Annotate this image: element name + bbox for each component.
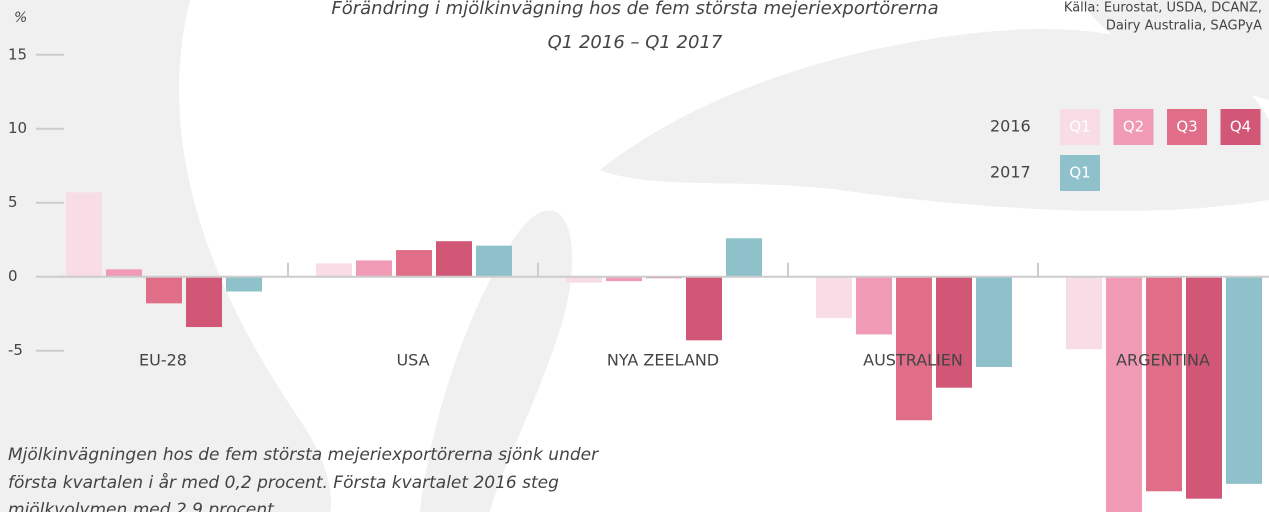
legend-group-label: 2017 (990, 163, 1031, 182)
background-shapes (0, 0, 1269, 512)
x-tick-label: EU-28 (139, 351, 187, 370)
note: mjölkvolymen med 2,9 procent. (8, 500, 279, 512)
bar (1066, 277, 1102, 350)
bar (146, 277, 182, 304)
bar (186, 277, 222, 327)
bar (686, 277, 722, 341)
bar (66, 192, 102, 276)
y-tick-label: 10 (8, 119, 27, 137)
legend-label: Q3 (1176, 118, 1197, 136)
bar (1146, 277, 1182, 492)
bar (436, 241, 472, 277)
bar (1106, 277, 1142, 512)
legend-group-label: 2016 (990, 117, 1031, 136)
x-tick-label: USA (396, 351, 429, 370)
bar (316, 263, 352, 276)
bar (936, 277, 972, 388)
y-tick-label: 15 (8, 45, 27, 63)
chart: Förändring i mjölkinvägning hos de fem s… (0, 0, 1269, 512)
bar (476, 246, 512, 277)
x-tick-label: ARGENTINA (1116, 351, 1210, 370)
bar (356, 260, 392, 276)
y-tick-label: -5 (8, 341, 23, 359)
note: första kvartalen i år med 0,2 procent. F… (8, 472, 559, 493)
x-tick-label: AUSTRALIEN (863, 351, 963, 370)
bar (896, 277, 932, 421)
bar (396, 250, 432, 277)
y-tick-label: 0 (8, 267, 18, 285)
bar (726, 238, 762, 276)
legend-label: Q2 (1123, 118, 1144, 136)
y-axis-label: % (14, 10, 27, 26)
chart-subtitle: Q1 2016 – Q1 2017 (548, 32, 723, 53)
source: Dairy Australia, SAGPyA (1106, 19, 1262, 34)
bar (1226, 277, 1262, 484)
bar (816, 277, 852, 318)
bar (226, 277, 262, 292)
x-tick-label: NYA ZEELAND (607, 351, 719, 370)
legend-label: Q4 (1230, 118, 1251, 136)
legend-label: Q1 (1069, 118, 1090, 136)
legend-label: Q1 (1069, 164, 1090, 182)
y-tick-label: 5 (8, 193, 18, 211)
bar (856, 277, 892, 335)
chart-title: Förändring i mjölkinvägning hos de fem s… (331, 0, 938, 19)
note: Mjölkinvägningen hos de fem största meje… (8, 445, 599, 465)
bar (106, 269, 142, 276)
bar (1186, 277, 1222, 499)
bar (976, 277, 1012, 367)
source: Källa: Eurostat, USDA, DCANZ, (1064, 1, 1262, 16)
